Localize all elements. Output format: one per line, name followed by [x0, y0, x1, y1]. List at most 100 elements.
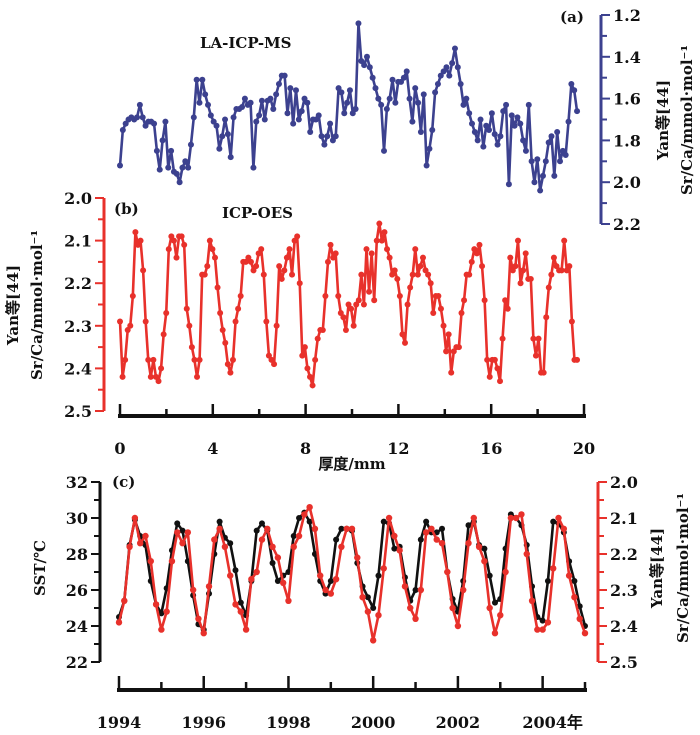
srca-series-point [465, 540, 472, 547]
icp-oes-series-point [473, 250, 480, 257]
la-icp-ms-series-point [327, 120, 334, 127]
srca-series-point [438, 540, 446, 547]
la-icp-ms-series-point [375, 95, 382, 102]
icp-oes-series-point [479, 263, 486, 270]
sst-series-point [216, 518, 223, 525]
icp-oes-series-point [497, 378, 504, 385]
icp-oes-series-point [443, 348, 450, 355]
srca-series-point [470, 514, 477, 522]
la-icp-ms-series-point [250, 164, 257, 171]
la-icp-ms-series-point [139, 114, 146, 121]
icp-oes-series-point [147, 373, 154, 380]
la-icp-ms-series-point [338, 89, 345, 96]
srca-series-point [560, 525, 568, 532]
la-icp-ms-series-point [205, 101, 212, 108]
la-icp-ms-series-point [281, 72, 288, 79]
la-icp-ms-series-point [346, 87, 353, 94]
srca-series-point [396, 547, 403, 554]
la-icp-ms-series-point [443, 64, 450, 71]
icp-oes-series-point [253, 263, 260, 270]
year-x-axis-tick-label: 1998 [266, 713, 311, 732]
la-icp-ms-series-point [457, 80, 464, 87]
icp-oes-series-point [371, 297, 378, 304]
srca-series-point [285, 597, 292, 604]
icp-oes-series-point [507, 254, 514, 261]
la-icp-ms-series-point [392, 99, 399, 106]
sst-series-point [412, 587, 419, 593]
icp-oes-series-point [276, 263, 283, 270]
panel-b-y-axis-tick-label: 2.3 [64, 317, 92, 336]
panel-a-y-axis-tick-label: 1.4 [613, 48, 641, 67]
icp-oes-series-point [181, 241, 188, 248]
sst-series-point [274, 578, 281, 584]
icp-oes-series-point [499, 335, 506, 342]
la-icp-ms-series-point [230, 114, 237, 121]
icp-oes-series-point [386, 254, 393, 261]
la-icp-ms-series-point [295, 116, 302, 123]
icp-oes-series-point [340, 314, 347, 321]
icp-oes-series-point [281, 267, 288, 274]
la-icp-ms-series-point [318, 133, 325, 140]
icp-oes-series-point [548, 271, 555, 278]
sst-series-point [380, 518, 387, 525]
la-icp-ms-series-point [372, 85, 379, 92]
srca-series-point [232, 601, 239, 608]
srca-series-point [311, 525, 319, 532]
icp-oes-series-point [145, 356, 152, 363]
la-icp-ms-series-point [173, 170, 180, 177]
sst-series-point [481, 545, 488, 552]
icp-oes-series-point [183, 305, 190, 312]
srca-series-point [385, 514, 393, 522]
icp-oes-series-point [491, 356, 498, 363]
panel-a-y-axis-tick-label: 1.6 [613, 90, 641, 109]
sst-series-point [237, 599, 244, 606]
la-icp-ms-series-point [315, 112, 322, 119]
srca-series-point [142, 532, 149, 540]
panel-b-y-axis-tick-label: 2.2 [64, 274, 92, 293]
la-icp-ms-series-point [344, 99, 351, 106]
icp-oes-series-point [119, 373, 126, 380]
panel-a-label: (a) [560, 8, 584, 26]
srca-series-point [576, 615, 583, 622]
year-x-axis-tick-label: 2000 [351, 713, 396, 732]
icp-oes-series-point [227, 369, 234, 376]
icp-oes-series-point [404, 301, 411, 308]
icp-oes-series-point [327, 241, 334, 248]
la-icp-ms-series-point [284, 110, 291, 117]
la-icp-ms-series-point [275, 80, 282, 87]
la-icp-ms-series-point [363, 53, 370, 60]
la-icp-ms-series-point [409, 118, 416, 125]
sst-series-point [258, 520, 265, 527]
icp-oes-series-point [304, 365, 311, 372]
panel-c-label: (c) [112, 473, 135, 491]
icp-oes-series-point [504, 305, 511, 312]
icp-oes-series-point [445, 331, 452, 338]
thickness-x-axis-tick-label: 12 [387, 439, 409, 458]
srca-series-point [301, 511, 308, 518]
srca-series-point [317, 572, 324, 579]
icp-oes-series-point [407, 284, 414, 291]
icp-oes-series-point [414, 271, 421, 278]
la-icp-ms-series-point [534, 156, 541, 163]
icp-oes-series-point [319, 327, 326, 334]
icp-oes-series-point [235, 305, 242, 312]
la-icp-ms-series-point [304, 99, 311, 106]
la-icp-ms-series-point [258, 97, 265, 104]
la-icp-ms-series-point [406, 95, 413, 102]
sst-series-point [227, 540, 234, 547]
icp-oes-series-point [412, 246, 419, 253]
icp-oes-series-point [178, 233, 185, 240]
panel-b-label: (b) [114, 200, 139, 218]
icp-oes-series-point [568, 318, 575, 325]
icp-oes-series-point [512, 263, 519, 270]
la-icp-ms-series-point [400, 74, 407, 81]
icp-oes-series-point [355, 297, 362, 304]
icp-oes-series-point [363, 246, 370, 253]
icp-oes-series-point [419, 254, 426, 261]
srca-series-point [174, 529, 181, 536]
sst-series-point [179, 527, 186, 534]
sst-series-point [391, 545, 398, 552]
icp-oes-series-point [484, 356, 491, 363]
sst-series-point [232, 567, 239, 574]
la-icp-ms-series-point [256, 112, 263, 119]
